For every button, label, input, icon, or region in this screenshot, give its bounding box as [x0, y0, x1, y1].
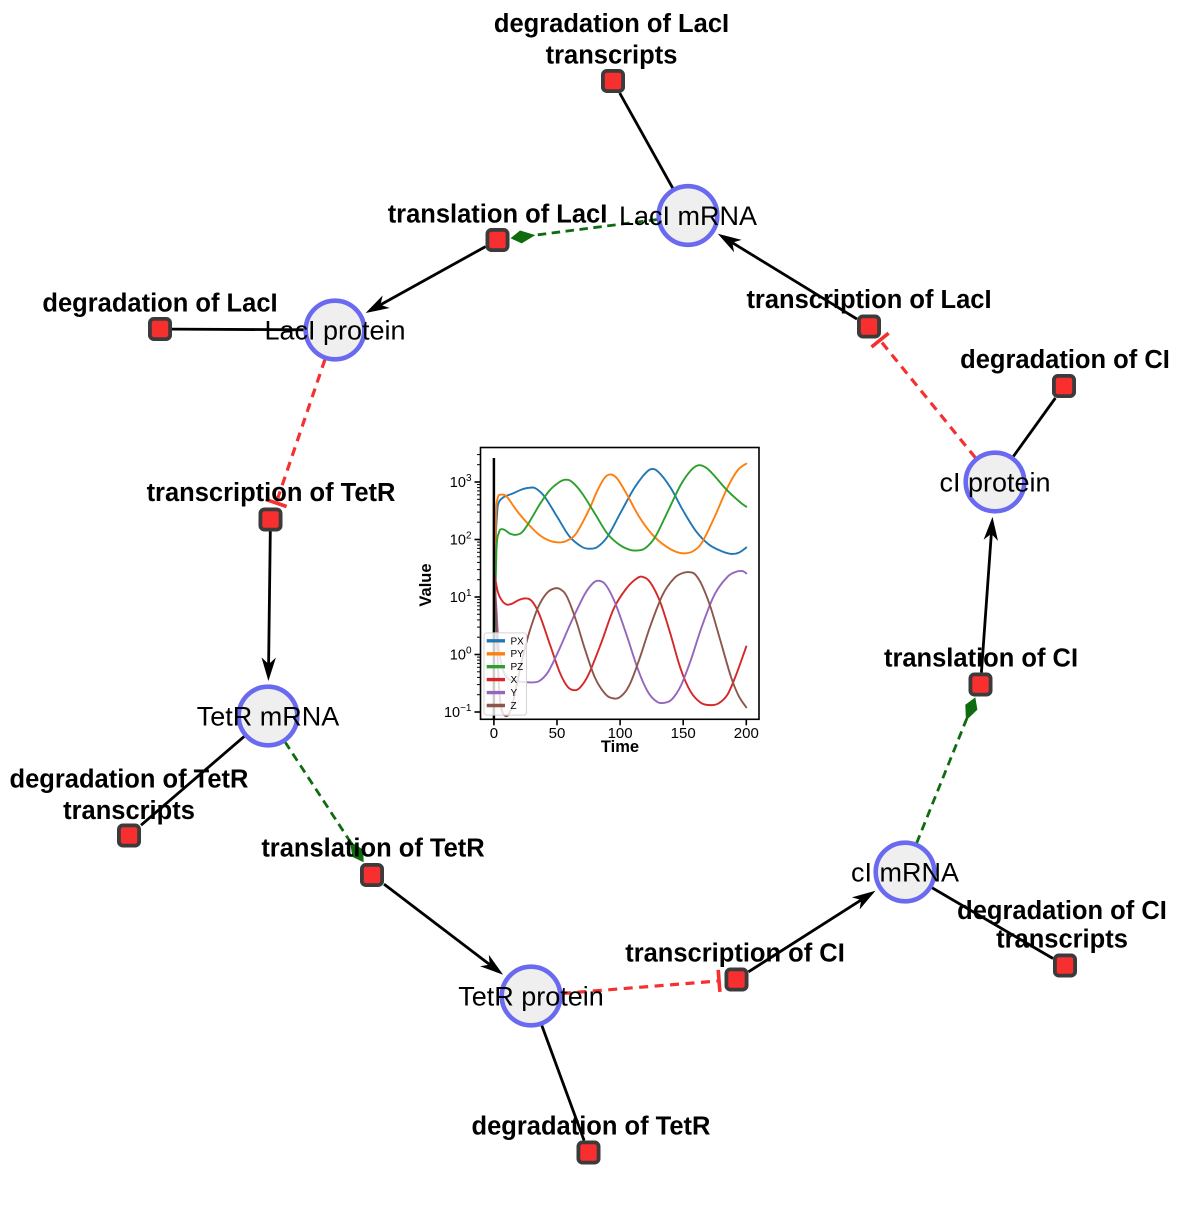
svg-text:102: 102: [450, 531, 472, 549]
svg-text:200: 200: [734, 725, 759, 742]
svg-text:TetR mRNA: TetR mRNA: [197, 701, 340, 731]
svg-text:50: 50: [549, 725, 566, 742]
svg-text:PY: PY: [511, 649, 525, 660]
svg-text:degradation of TetR: degradation of TetR: [10, 766, 249, 794]
svg-text:0: 0: [490, 725, 498, 742]
svg-text:cI mRNA: cI mRNA: [851, 857, 959, 887]
svg-text:degradation of CI: degradation of CI: [960, 346, 1170, 374]
svg-text:translation of CI: translation of CI: [884, 644, 1078, 672]
svg-text:Y: Y: [511, 688, 518, 699]
svg-text:101: 101: [450, 588, 472, 606]
svg-text:TetR protein: TetR protein: [458, 981, 604, 1011]
svg-text:transcription of TetR: transcription of TetR: [147, 479, 396, 507]
svg-text:translation of LacI: translation of LacI: [388, 200, 608, 228]
svg-text:transcripts: transcripts: [546, 41, 678, 69]
svg-text:100: 100: [450, 646, 472, 664]
svg-text:degradation of TetR: degradation of TetR: [472, 1113, 711, 1141]
svg-text:transcripts: transcripts: [63, 797, 195, 825]
svg-text:PX: PX: [511, 636, 525, 647]
svg-text:translation of TetR: translation of TetR: [261, 835, 484, 863]
svg-text:transcription of CI: transcription of CI: [625, 939, 845, 967]
svg-text:Time: Time: [601, 738, 639, 756]
svg-text:transcription of LacI: transcription of LacI: [746, 286, 991, 314]
svg-text:Value: Value: [417, 563, 435, 606]
svg-text:degradation of LacI: degradation of LacI: [494, 10, 729, 38]
svg-text:degradation of CI: degradation of CI: [957, 897, 1167, 925]
svg-text:transcripts: transcripts: [996, 925, 1128, 953]
svg-text:X: X: [511, 675, 518, 686]
svg-text:PZ: PZ: [511, 662, 524, 673]
svg-text:150: 150: [671, 725, 696, 742]
svg-text:LacI mRNA: LacI mRNA: [619, 201, 757, 231]
svg-text:degradation of LacI: degradation of LacI: [42, 289, 277, 317]
svg-text:cI protein: cI protein: [939, 467, 1050, 497]
svg-text:Z: Z: [511, 701, 517, 712]
svg-text:LacI protein: LacI protein: [264, 315, 405, 345]
svg-text:10−1: 10−1: [444, 703, 472, 721]
svg-text:100: 100: [608, 725, 633, 742]
svg-text:103: 103: [450, 473, 472, 491]
